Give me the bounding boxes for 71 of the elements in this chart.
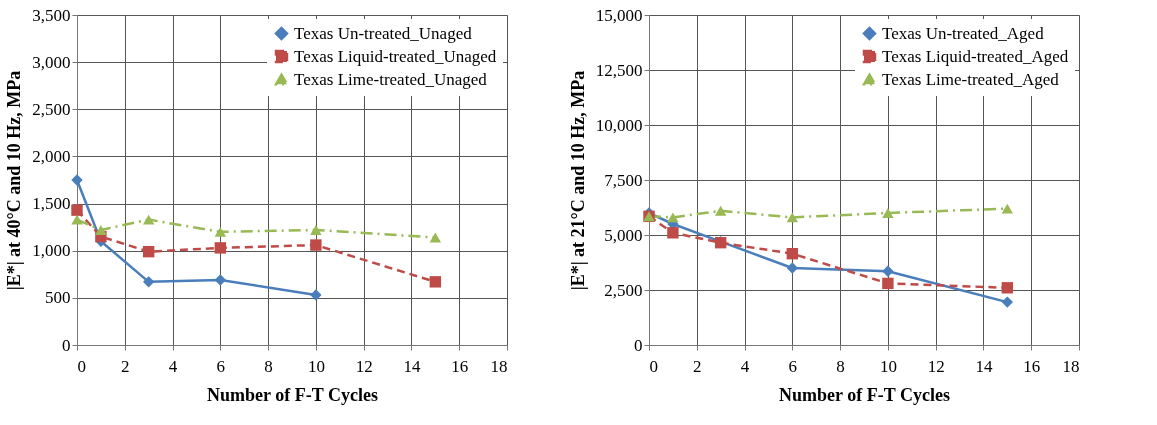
y-axis-title: |E*| at 21°C and 10 Hz, MPa (567, 70, 588, 291)
point (214, 242, 227, 254)
point (71, 204, 83, 216)
point (142, 214, 155, 225)
x-tick-label: 12 (355, 356, 373, 376)
x-tick-label: 16 (451, 356, 469, 376)
point (786, 248, 799, 260)
y-tick-label: 2,500 (32, 99, 71, 119)
point (71, 214, 83, 225)
point (95, 225, 107, 235)
x-tick-label: 6 (216, 356, 226, 376)
y-tick-label: 2,500 (604, 280, 643, 300)
y-tick-label: 3,000 (32, 52, 71, 72)
point (714, 205, 727, 216)
point (882, 265, 894, 277)
x-tick-label: 0 (649, 356, 658, 376)
point (310, 289, 322, 301)
y-tick-label: 1,000 (32, 241, 71, 261)
point (429, 276, 442, 288)
x-tick-label: 4 (168, 356, 178, 376)
y-tick-label: 10,000 (595, 115, 643, 135)
y-tick-label: 500 (45, 288, 71, 308)
x-tick-label: 8 (836, 356, 845, 376)
legend-label: Texas Un-treated_Unaged (294, 23, 473, 43)
y-tick-label: 7,500 (604, 170, 643, 190)
x-tick-label: 0 (77, 356, 86, 376)
point (71, 174, 83, 186)
point (214, 274, 227, 286)
x-tick-label: 8 (264, 356, 273, 376)
x-tick-label: 10 (879, 356, 897, 376)
legend-label: Texas Lime-treated_Unaged (294, 69, 488, 89)
y-tick-label: 1,500 (32, 194, 71, 214)
x-axis-title: Number of F-T Cycles (779, 384, 950, 405)
x-tick-label: 2 (121, 356, 130, 376)
legend-label: Texas Lime-treated_Aged (882, 69, 1060, 89)
point (1001, 282, 1014, 294)
legend-label: Texas Liquid-treated_Unaged (294, 46, 497, 66)
legend-label: Texas Un-treated_Aged (882, 23, 1045, 43)
x-tick-label: 14 (403, 356, 421, 376)
y-tick-label: 3,500 (32, 5, 71, 25)
x-tick-label: 18 (490, 356, 508, 376)
y-tick-label: 2,000 (32, 146, 71, 166)
x-tick-label: 14 (975, 356, 993, 376)
y-tick-label: 5,000 (604, 225, 643, 245)
point (142, 245, 155, 258)
y-tick-label: 12,500 (595, 60, 643, 80)
y-tick-label: 0 (634, 335, 643, 355)
point (214, 226, 227, 237)
point (1001, 296, 1014, 308)
point (667, 227, 679, 239)
y-tick-label: 0 (62, 335, 71, 355)
legend-label: Texas Liquid-treated_Aged (882, 46, 1069, 66)
y-axis-title: |E*| at 40°C and 10 Hz, MPa (4, 70, 25, 291)
y-tick-label: 15,000 (595, 5, 643, 25)
point (786, 212, 799, 223)
point (310, 239, 322, 251)
x-tick-label: 10 (307, 356, 325, 376)
x-tick-label: 2 (693, 356, 702, 376)
x-tick-label: 18 (1062, 356, 1080, 376)
point (882, 277, 894, 290)
point (310, 225, 322, 235)
x-tick-label: 4 (740, 356, 750, 376)
x-axis-title: Number of F-T Cycles (207, 384, 378, 405)
point (142, 276, 155, 288)
point (667, 212, 679, 223)
x-tick-label: 6 (788, 356, 798, 376)
point (882, 208, 894, 218)
point (429, 232, 442, 243)
x-tick-label: 16 (1023, 356, 1041, 376)
x-tick-label: 12 (927, 356, 945, 376)
point (1001, 203, 1014, 214)
